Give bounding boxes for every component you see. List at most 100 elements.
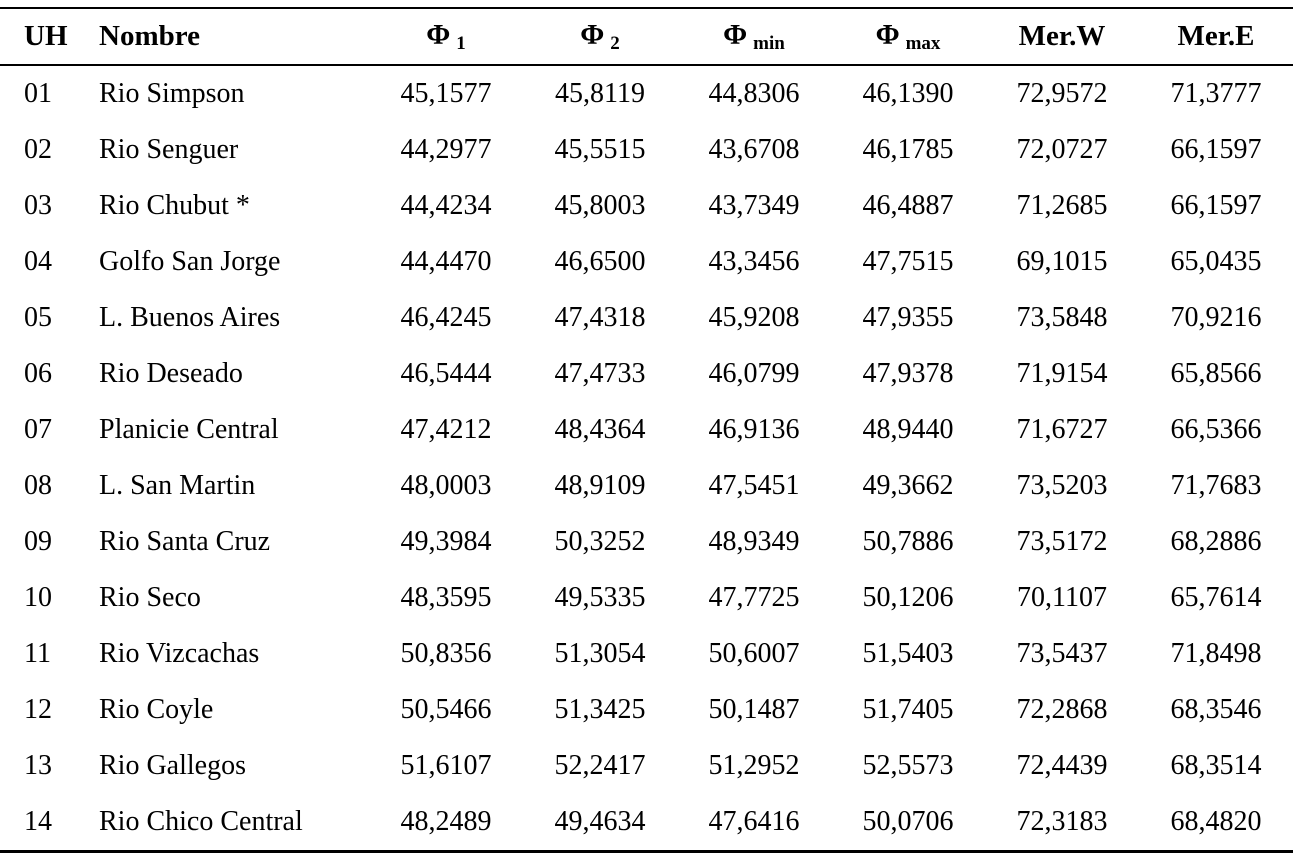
cell-uh: 14: [0, 794, 99, 853]
cell-phi1: 44,2977: [400, 134, 492, 165]
cell-phi2: 47,4318: [554, 302, 646, 333]
cell-mere: 71,8498: [1170, 638, 1262, 669]
cell-uh: 01: [24, 78, 52, 109]
cell-phimax: 46,1390: [862, 78, 954, 109]
cell-phimax: 47,7515: [862, 246, 954, 277]
cell-phimin: 48,9349: [708, 526, 800, 557]
cell-phimin: 46,9136: [708, 414, 800, 445]
cell-phimin: 43,6708: [708, 134, 800, 165]
cell-phi2: 48,9109: [554, 470, 646, 501]
cell-uh: 08: [24, 470, 52, 501]
cell-merw: 72,9572: [1016, 78, 1108, 109]
cell-phimin: 47,7725: [708, 582, 800, 613]
table-row: 01 Rio Simpson 45,1577 45,8119 44,8306 46,139…: [0, 65, 1293, 122]
cell-phi2: 49,5335: [554, 582, 646, 613]
header-subscript-phimin: min: [753, 32, 785, 54]
cell-uh: 12: [24, 694, 52, 725]
cell-phi2: 51,3054: [554, 638, 646, 669]
cell-merw: 73,5848: [1016, 302, 1108, 333]
cell-phi1: 48,0003: [400, 470, 492, 501]
cell-mere: 65,8566: [1170, 358, 1262, 389]
cell-mere: 68,2886: [1170, 526, 1262, 557]
header-subscript-phimax: max: [905, 32, 941, 54]
cell-nombre: Rio Chico Central: [99, 794, 369, 853]
cell-uh: 02: [24, 134, 52, 165]
cell-phi2: 52,2417: [554, 750, 646, 781]
table-row: 02 Rio Senguer 44,2977 45,5515 43,6708 46,178…: [0, 122, 1293, 178]
cell-merw: 71,9154: [1016, 358, 1108, 389]
cell-phi1: 44,4470: [400, 246, 492, 277]
table-row: 08 L. San Martin 48,0003 48,9109 47,5451 49,3…: [0, 458, 1293, 514]
table-row: 10 Rio Seco 48,3595 49,5335 47,7725 50,1206 70…: [0, 570, 1293, 626]
table-row: 07 Planicie Central 47,4212 48,4364 46,9136 4…: [0, 402, 1293, 458]
cell-uh: 13: [24, 750, 52, 781]
cell-phi1: 49,3984: [400, 526, 492, 557]
cell-merw: 72,0727: [1016, 134, 1108, 165]
table-row: 05 L. Buenos Aires 46,4245 47,4318 45,9208 47…: [0, 290, 1293, 346]
cell-phimin: 43,7349: [708, 190, 800, 221]
cell-phi2: 46,6500: [554, 246, 646, 277]
cell-merw: 72,4439: [1016, 750, 1108, 781]
cell-uh: 03: [24, 190, 52, 221]
cell-uh: 09: [24, 526, 52, 557]
cell-phi1: 48,2489: [369, 794, 523, 853]
header-label-phimin: Φ: [723, 18, 748, 51]
cell-phi2: 49,4634: [523, 794, 677, 853]
cell-phimin: 46,0799: [708, 358, 800, 389]
cell-nombre: Rio Deseado: [99, 358, 243, 389]
table-row: 13 Rio Gallegos 51,6107 52,2417 51,2952 52,55…: [0, 738, 1293, 794]
cell-nombre: Rio Santa Cruz: [99, 526, 271, 557]
cell-mere: 66,1597: [1170, 134, 1262, 165]
header-cell-nombre: Nombre: [99, 7, 369, 66]
header-label-phi2: Φ: [580, 18, 605, 51]
cell-merw: 72,2868: [1016, 694, 1108, 725]
cell-phi2: 50,3252: [554, 526, 646, 557]
cell-phimin: 50,6007: [708, 638, 800, 669]
cell-phi1: 48,3595: [400, 582, 492, 613]
header-cell-uh: UH: [0, 7, 99, 66]
cell-merw: 73,5203: [1016, 470, 1108, 501]
cell-phimin: 51,2952: [708, 750, 800, 781]
cell-mere: 68,4820: [1139, 794, 1293, 853]
cell-phi2: 45,8119: [555, 78, 645, 109]
cell-phi1: 51,6107: [400, 750, 492, 781]
cell-mere: 71,3777: [1170, 78, 1262, 109]
table-row: 06 Rio Deseado 46,5444 47,4733 46,0799 47,937…: [0, 346, 1293, 402]
cell-nombre: Rio Simpson: [99, 78, 245, 109]
cell-nombre: L. San Martin: [99, 470, 256, 501]
cell-nombre: Rio Gallegos: [99, 750, 246, 781]
cell-phimin: 45,9208: [708, 302, 800, 333]
cell-phimax: 52,5573: [862, 750, 954, 781]
cell-merw: 70,1107: [1017, 582, 1107, 613]
cell-phi1: 50,8356: [400, 638, 492, 669]
cell-merw: 69,1015: [1016, 246, 1108, 277]
cell-nombre: Rio Chubut *: [99, 190, 250, 221]
cell-phimax: 50,7886: [862, 526, 954, 557]
cell-phimax: 47,9355: [862, 302, 954, 333]
header-label-uh: UH: [24, 20, 68, 52]
cell-phimax: 48,9440: [862, 414, 954, 445]
cell-phimin: 44,8306: [708, 78, 800, 109]
cell-phimax: 47,9378: [862, 358, 954, 389]
cell-nombre: Rio Vizcachas: [99, 638, 260, 669]
cell-phimax: 46,1785: [862, 134, 954, 165]
cell-uh: 07: [24, 414, 52, 445]
cell-nombre: Planicie Central: [99, 414, 279, 445]
cell-phi1: 46,4245: [400, 302, 492, 333]
cell-phi2: 45,8003: [554, 190, 646, 221]
cell-mere: 71,7683: [1170, 470, 1262, 501]
cell-phimax: 51,7405: [862, 694, 954, 725]
cell-merw: 73,5437: [1016, 638, 1108, 669]
cell-mere: 66,5366: [1170, 414, 1262, 445]
table-row: 11 Rio Vizcachas 50,8356 51,3054 50,6007 51,5…: [0, 626, 1293, 682]
cell-uh: 06: [24, 358, 52, 389]
cell-phi2: 51,3425: [554, 694, 646, 725]
header-cell-merw: Mer.W: [985, 7, 1139, 66]
table-row: 03 Rio Chubut * 44,4234 45,8003 43,7349 46,48…: [0, 178, 1293, 234]
cell-uh: 11: [24, 638, 51, 669]
